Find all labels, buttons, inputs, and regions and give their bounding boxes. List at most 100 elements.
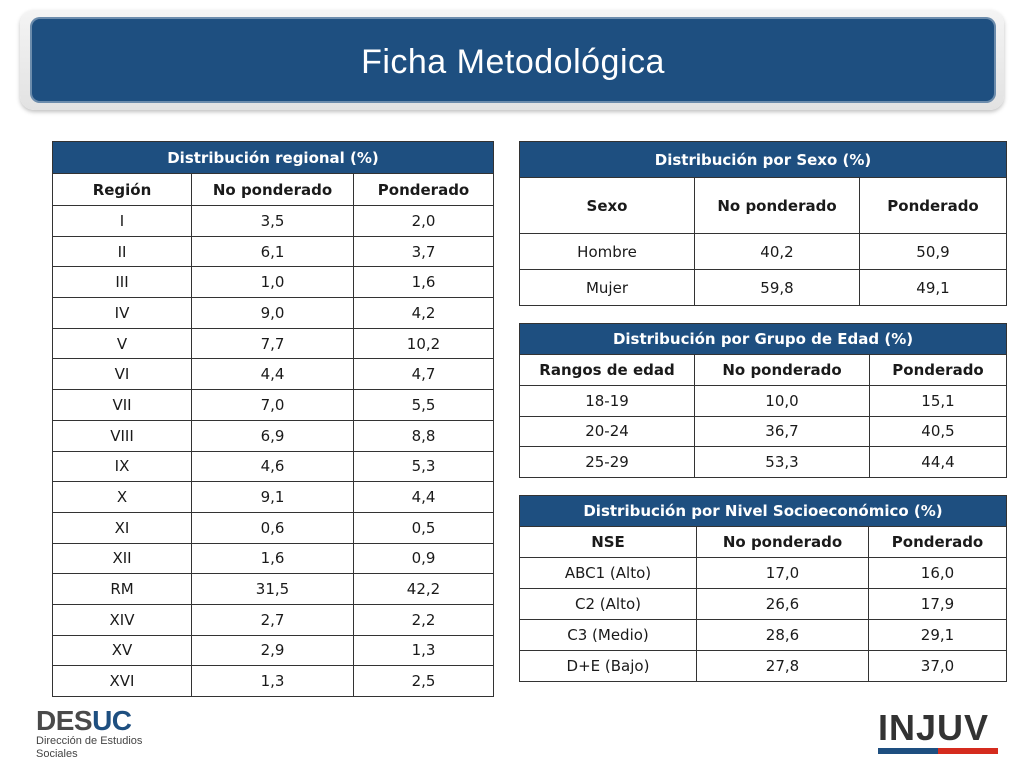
table-row: I 3,5 2,0 (52, 205, 495, 237)
value-cell: 53,3 (694, 446, 870, 478)
table-caption: Distribución por Sexo (%) (518, 141, 1008, 178)
table-row: XIV 2,7 2,2 (52, 603, 495, 636)
table-row: XVI 1,3 2,5 (52, 665, 495, 697)
value-cell: 2,2 (352, 603, 495, 636)
table-row: XII 1,6 0,9 (52, 542, 495, 575)
value-cell: 9,1 (191, 481, 354, 513)
column-header: Ponderado (858, 177, 1008, 234)
row-label-cell: ABC1 (Alto) (519, 557, 697, 589)
row-label-cell: VI (52, 358, 192, 391)
row-label-cell: 18-19 (519, 385, 695, 417)
table-row: 25-29 53,3 44,4 (519, 446, 1008, 478)
row-label-cell: 20-24 (519, 415, 695, 447)
table-row: XV 2,9 1,3 (52, 634, 495, 667)
row-label-cell: IX (52, 450, 192, 483)
table-row: ABC1 (Alto) 17,0 16,0 (519, 557, 1008, 589)
value-cell: 3,5 (191, 205, 354, 237)
row-label-cell: Hombre (519, 233, 695, 270)
table-row: RM 31,5 42,2 (52, 573, 495, 605)
row-label-cell: Mujer (519, 269, 695, 306)
value-cell: 6,1 (191, 235, 354, 268)
injuv-logo-mark: INJUV (878, 707, 990, 748)
column-header: Ponderado (868, 354, 1008, 386)
table-row: Hombre 40,2 50,9 (519, 233, 1008, 270)
column-header: Sexo (519, 177, 695, 234)
value-cell: 40,2 (694, 233, 860, 270)
row-label-cell: XI (52, 511, 192, 544)
injuv-logo: INJUV (878, 710, 998, 754)
table-row: II 6,1 3,7 (52, 235, 495, 268)
row-label-cell: XIV (52, 603, 192, 636)
table-row: 18-19 10,0 15,1 (519, 385, 1008, 417)
table-caption: Distribución por Grupo de Edad (%) (518, 323, 1008, 355)
value-cell: 2,7 (191, 603, 354, 636)
value-cell: 49,1 (858, 269, 1008, 306)
row-label-cell: RM (52, 573, 192, 605)
table-row: D+E (Bajo) 27,8 37,0 (519, 650, 1008, 682)
row-label-cell: C2 (Alto) (519, 588, 697, 620)
value-cell: 42,2 (352, 573, 495, 605)
value-cell: 4,2 (352, 297, 495, 329)
regional-distribution-table: Distribución regional (%) Región No pond… (51, 141, 495, 697)
column-header: No ponderado (191, 173, 354, 206)
column-header: Rangos de edad (519, 354, 695, 386)
value-cell: 37,0 (867, 650, 1008, 682)
value-cell: 17,0 (696, 557, 869, 589)
page-title: Ficha Metodológica (361, 43, 665, 81)
row-label-cell: VIII (52, 419, 192, 452)
value-cell: 44,4 (868, 446, 1008, 478)
socioeconomic-distribution-table: Distribución por Nivel Socioeconómico (%… (518, 495, 1008, 682)
value-cell: 17,9 (867, 588, 1008, 620)
value-cell: 15,1 (868, 385, 1008, 417)
column-header: No ponderado (694, 354, 870, 386)
table-row: X 9,1 4,4 (52, 481, 495, 513)
value-cell: 2,5 (352, 665, 495, 697)
value-cell: 1,6 (191, 542, 354, 575)
table-row: III 1,0 1,6 (52, 266, 495, 299)
desuc-logo-subtitle: Dirección de Estudios Sociales (36, 735, 143, 760)
age-distribution-table: Distribución por Grupo de Edad (%) Rango… (518, 323, 1008, 478)
value-cell: 2,0 (352, 205, 495, 237)
table-row: VI 4,4 4,7 (52, 358, 495, 391)
row-label-cell: I (52, 205, 192, 237)
table-row: 20-24 36,7 40,5 (519, 415, 1008, 447)
row-label-cell: VII (52, 389, 192, 421)
column-header: NSE (519, 526, 697, 558)
value-cell: 1,3 (191, 665, 354, 697)
value-cell: 0,9 (352, 542, 495, 575)
value-cell: 27,8 (696, 650, 869, 682)
row-label-cell: C3 (Medio) (519, 619, 697, 651)
value-cell: 7,7 (191, 327, 354, 360)
desuc-logo: DESUC Dirección de Estudios Sociales (36, 707, 142, 761)
value-cell: 16,0 (867, 557, 1008, 589)
value-cell: 1,3 (352, 634, 495, 667)
value-cell: 5,3 (352, 450, 495, 483)
row-label-cell: 25-29 (519, 446, 695, 478)
value-cell: 28,6 (696, 619, 869, 651)
value-cell: 5,5 (352, 389, 495, 421)
value-cell: 6,9 (191, 419, 354, 452)
value-cell: 36,7 (694, 415, 870, 447)
value-cell: 10,2 (352, 327, 495, 360)
value-cell: 1,6 (352, 266, 495, 299)
value-cell: 29,1 (867, 619, 1008, 651)
value-cell: 3,7 (352, 235, 495, 268)
desuc-logo-mark: DESUC (36, 705, 132, 736)
table-row: VII 7,0 5,5 (52, 389, 495, 421)
column-header: Ponderado (867, 526, 1008, 558)
value-cell: 2,9 (191, 634, 354, 667)
row-label-cell: XII (52, 542, 192, 575)
column-header: No ponderado (696, 526, 869, 558)
row-label-cell: XV (52, 634, 192, 667)
row-label-cell: III (52, 266, 192, 299)
column-header: Ponderado (352, 173, 495, 206)
value-cell: 0,5 (352, 511, 495, 544)
value-cell: 4,7 (352, 358, 495, 391)
row-label-cell: D+E (Bajo) (519, 650, 697, 682)
row-label-cell: X (52, 481, 192, 513)
value-cell: 0,6 (191, 511, 354, 544)
row-label-cell: II (52, 235, 192, 268)
sex-distribution-table: Distribución por Sexo (%) Sexo No ponder… (518, 141, 1008, 306)
table-row: IV 9,0 4,2 (52, 297, 495, 329)
value-cell: 8,8 (352, 419, 495, 452)
